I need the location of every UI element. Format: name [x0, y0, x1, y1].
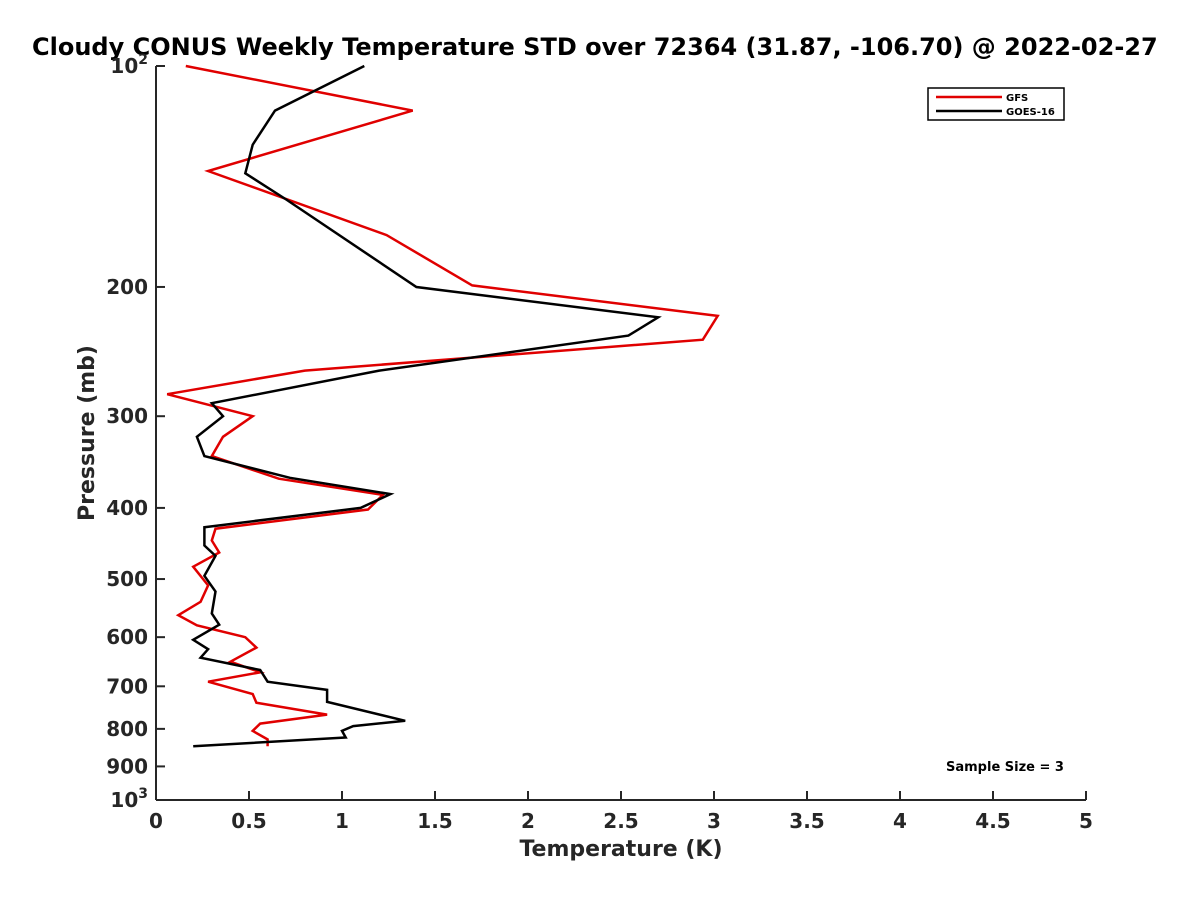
legend-box — [927, 87, 1065, 121]
x-tick-label: 1 — [335, 809, 349, 833]
sample-size-annotation: Sample Size = 3 — [946, 760, 1064, 775]
x-tick-label: 2 — [521, 809, 535, 833]
y-tick-label: 800 — [106, 717, 148, 741]
y-tick-label: 200 — [106, 275, 148, 299]
y-tick-label: 900 — [106, 754, 148, 778]
legend-label-gfs: GFS — [1006, 93, 1028, 104]
axes — [155, 66, 1086, 801]
y-tick-label: 700 — [106, 674, 148, 698]
x-tick-label: 4 — [893, 809, 907, 833]
y-tick-label: 600 — [106, 625, 148, 649]
x-tick-label: 1.5 — [417, 809, 452, 833]
plot-area — [166, 64, 720, 748]
y-tick-label: 300 — [106, 404, 148, 428]
chart-title: Cloudy CONUS Weekly Temperature STD over… — [32, 33, 1158, 61]
legend-label-goes16: GOES-16 — [1006, 107, 1055, 118]
x-tick-label: 3 — [707, 809, 721, 833]
y-tick-label: 500 — [106, 567, 148, 591]
x-tick-label: 4.5 — [975, 809, 1010, 833]
x-axis-label: Temperature (K) — [519, 837, 722, 862]
x-tick-label: 0 — [149, 809, 163, 833]
legend: GFS GOES-16 — [927, 87, 1065, 121]
series-line-goes-16 — [190, 64, 662, 748]
x-tick-label: 5 — [1079, 809, 1093, 833]
y-tick-label: 102 — [110, 52, 148, 78]
y-axis-ticks: 102 200 300 400 500 600 700 800 900 103 — [106, 52, 165, 812]
x-tick-label: 0.5 — [231, 809, 266, 833]
y-tick-label: 400 — [106, 496, 148, 520]
y-tick-label: 103 — [110, 786, 148, 812]
x-axis-ticks: 0 0.5 1 1.5 2 2.5 3 3.5 4 4.5 5 — [149, 791, 1093, 833]
series-line-gfs — [166, 64, 720, 747]
y-axis-label: Pressure (mb) — [75, 345, 100, 521]
x-tick-label: 3.5 — [789, 809, 824, 833]
x-tick-label: 2.5 — [603, 809, 638, 833]
